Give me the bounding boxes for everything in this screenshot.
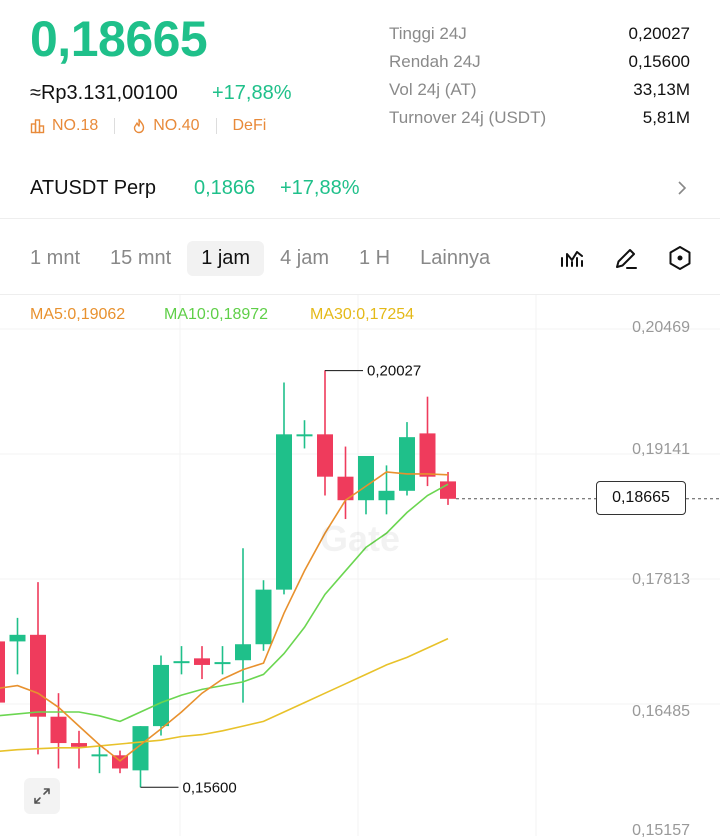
tag-rank[interactable]: NO.18 xyxy=(30,117,98,135)
y-tick-label: 0,17813 xyxy=(632,571,690,588)
candle-up xyxy=(235,644,251,661)
tab-4h[interactable]: 4 jam xyxy=(280,246,329,269)
perp-price: 0,1866 xyxy=(194,177,256,199)
last-price: 0,18665 xyxy=(30,11,208,67)
candle-up xyxy=(9,634,26,642)
candle-up xyxy=(255,589,272,645)
stat-low-value: 0,15600 xyxy=(628,52,690,71)
chevron-right-icon xyxy=(678,181,687,195)
divider xyxy=(0,294,720,295)
timeframe-tabs: 1 mnt 15 mnt 1 jam 4 jam 1 H Lainnya xyxy=(30,238,520,278)
stat-volume-label: Vol 24j (AT) xyxy=(389,80,477,99)
candle-down xyxy=(419,433,436,477)
candle-down xyxy=(50,716,67,744)
candle-up xyxy=(132,726,149,771)
tab-more[interactable]: Lainnya xyxy=(420,246,491,269)
tag-row: NO.18 NO.40 DeFi xyxy=(30,117,266,135)
draw-pen-icon[interactable] xyxy=(612,244,640,272)
candle-up xyxy=(296,434,313,437)
candle-up xyxy=(276,434,292,590)
tab-1m[interactable]: 1 mnt xyxy=(30,246,81,269)
tag-divider xyxy=(114,118,116,134)
candle-down xyxy=(337,476,354,501)
stat-volume-value: 33,13M xyxy=(633,80,690,99)
candle-down xyxy=(194,658,210,665)
stat-turnover-value: 5,81M xyxy=(642,108,690,127)
y-tick-label: 0,16485 xyxy=(632,703,690,720)
expand-chart-button[interactable] xyxy=(24,778,60,814)
divider xyxy=(0,218,720,219)
stat-low-label: Rendah 24J xyxy=(389,52,481,71)
tag-divider xyxy=(215,118,217,134)
current-price-label: 0,18665 xyxy=(596,481,686,515)
stat-high-value: 0,20027 xyxy=(628,24,690,43)
tabs-fade xyxy=(498,238,558,278)
tag-hot[interactable]: NO.40 xyxy=(131,117,200,135)
candle-down xyxy=(30,634,46,717)
candle-up xyxy=(378,490,395,501)
perp-change: +17,88% xyxy=(280,177,360,199)
ma5-legend: MA5:0,19062 xyxy=(30,306,126,323)
tag-rank-label: NO.18 xyxy=(52,117,99,134)
candle-up xyxy=(399,437,415,491)
watermark: Gate xyxy=(320,518,401,559)
expand-icon xyxy=(34,788,50,804)
candle-down xyxy=(71,743,87,747)
candle-up xyxy=(358,455,374,501)
candle-down xyxy=(440,481,456,499)
tab-1h[interactable]: 1 jam xyxy=(187,240,265,276)
indicator-icon[interactable] xyxy=(558,244,586,272)
low-marker-label: 0,15600 xyxy=(183,779,237,796)
candlestick-chart[interactable]: 0,20027 0,15600 xyxy=(0,295,720,836)
ma10-legend: MA10:0,18972 xyxy=(164,306,269,323)
tag-hot-label: NO.40 xyxy=(153,117,200,134)
candle-up xyxy=(91,754,108,757)
flame-icon xyxy=(134,118,145,134)
price-idr: ≈Rp3.131,00100 xyxy=(30,82,178,104)
candle-up xyxy=(214,662,231,665)
perp-symbol: ATUSDT Perp xyxy=(30,177,156,199)
change-percent: +17,88% xyxy=(212,82,292,104)
y-tick-label: 0,15157 xyxy=(632,822,690,839)
y-tick-label: 0,19141 xyxy=(632,441,690,458)
candle-up xyxy=(173,661,190,664)
ma30-legend: MA30:0,17254 xyxy=(310,306,415,323)
ma10-line xyxy=(0,483,449,723)
candle-up xyxy=(153,664,169,727)
stat-turnover-label: Turnover 24j (USDT) xyxy=(389,108,547,127)
ma30-line xyxy=(0,637,449,753)
y-tick-label: 0,20469 xyxy=(632,319,690,336)
candle-down xyxy=(0,641,5,703)
rank-bars-icon xyxy=(30,119,45,134)
tag-category[interactable]: DeFi xyxy=(232,117,267,134)
tab-1d[interactable]: 1 H xyxy=(359,246,391,269)
tab-15m[interactable]: 15 mnt xyxy=(110,246,172,269)
settings-hex-icon[interactable] xyxy=(666,244,694,272)
high-marker-label: 0,20027 xyxy=(367,363,421,380)
candle-down xyxy=(317,434,333,477)
ma5-line xyxy=(0,471,449,762)
stat-high-label: Tinggi 24J xyxy=(389,24,467,43)
